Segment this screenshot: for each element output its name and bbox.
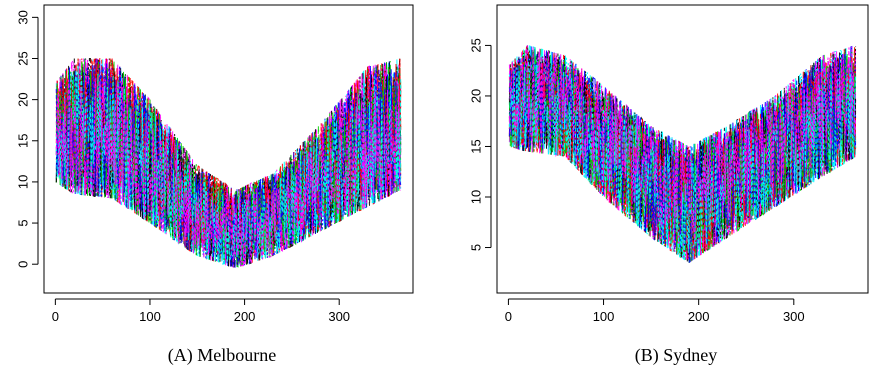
panel-caption: (A) Melbourne	[168, 345, 276, 366]
y-tick-label: 10	[15, 175, 30, 189]
panel-melbourne: 0 100 200 300 0 5 10 15 20 25 30 (A) Melbourne	[15, 4, 414, 366]
y-tick-label: 20	[15, 92, 30, 106]
y-tick-label: 25	[15, 51, 30, 65]
y-tick-label: 5	[15, 219, 30, 226]
panel-caption: (B) Sydney	[635, 345, 718, 366]
series-line-25	[55, 68, 402, 268]
x-tick-label: 100	[139, 309, 161, 324]
y-tick-label: 20	[468, 89, 483, 103]
panel-sydney: 0 100 200 300 5 10 15 20 25 (B) Sydney	[468, 4, 869, 366]
series-line-29	[508, 59, 857, 261]
plot-frame	[43, 4, 414, 294]
series-group	[508, 45, 857, 263]
x-tick-label: 0	[52, 309, 59, 324]
caption-text: Sydney	[659, 345, 718, 365]
y-tick-label: 5	[468, 244, 483, 251]
y-tick-label: 0	[15, 261, 30, 268]
series-group	[55, 57, 402, 269]
x-tick-label: 100	[593, 309, 615, 324]
plot-frame	[496, 4, 869, 294]
y-tick-label: 30	[15, 10, 30, 24]
series-line-30	[508, 45, 857, 242]
caption-text: Melbourne	[193, 345, 276, 365]
x-tick-label: 0	[505, 309, 512, 324]
x-tick-label: 200	[688, 309, 710, 324]
y-tick-label: 25	[468, 38, 483, 52]
y-tick-label: 10	[468, 190, 483, 204]
series-line-30	[55, 78, 401, 267]
x-tick-label: 300	[783, 309, 805, 324]
caption-label: (A)	[168, 345, 193, 366]
x-tick-label: 200	[234, 309, 256, 324]
x-tick-label: 300	[328, 309, 350, 324]
caption-label: (B)	[635, 345, 659, 366]
y-tick-label: 15	[15, 134, 30, 148]
y-tick-label: 15	[468, 139, 483, 153]
